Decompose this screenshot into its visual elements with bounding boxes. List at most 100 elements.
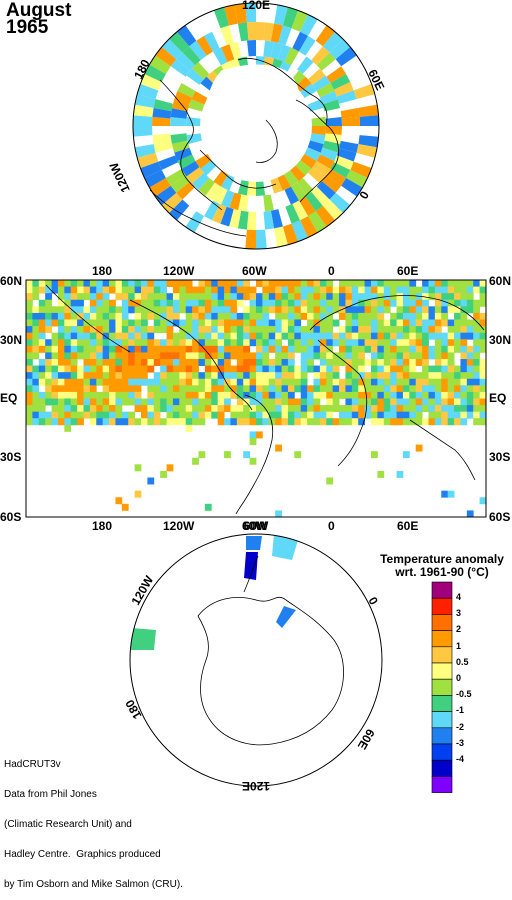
anomaly-cell [147,299,155,307]
anomaly-cell [326,319,334,327]
anomaly-cell [473,359,481,366]
anomaly-cell [383,385,391,393]
anomaly-cell [287,391,295,399]
anomaly-cell [316,83,335,98]
anomaly-cell [57,299,65,307]
anomaly-cell [275,299,282,307]
anomaly-cell [345,286,353,294]
anomaly-cell [243,280,251,287]
left-lat-60n: 60N [0,274,23,288]
anomaly-cell [236,372,244,380]
anomaly-cell [247,40,256,57]
anomaly-cell [172,359,180,366]
anomaly-cell [64,365,72,373]
anomaly-cell [141,306,148,314]
anomaly-cell [109,319,116,327]
anomaly-cell [364,299,372,307]
anomaly-cell [192,299,199,307]
anomaly-cell [479,280,486,287]
anomaly-cell [198,286,206,294]
anomaly-cell [102,286,110,294]
anomaly-cell [454,398,461,406]
anomaly-cell [192,398,199,406]
anomaly-cell [479,497,486,505]
anomaly-cell [396,339,404,347]
anomaly-cell [345,418,353,426]
anomaly-cell [358,280,366,287]
anomaly-cell [205,182,221,201]
anomaly-cell [57,326,65,334]
anomaly-cell [441,490,449,498]
anomaly-cell [396,299,404,307]
anomaly-cell [460,332,468,340]
anomaly-cell [166,385,174,393]
anomaly-cell [441,405,449,413]
anomaly-cell [246,536,262,550]
anomaly-cell [281,299,289,307]
anomaly-cell [402,299,410,307]
anomaly-cell [326,286,334,294]
anomaly-cell [326,385,334,393]
anomaly-cell [213,186,228,205]
anomaly-cell [351,385,359,393]
anomaly-cell [211,378,219,386]
anomaly-cell [70,345,78,353]
anomaly-cell [236,405,244,413]
anomaly-cell [422,352,429,360]
anomaly-cell [313,365,321,373]
anomaly-cell [287,339,295,347]
anomaly-cell [121,411,129,419]
anomaly-cell [326,326,334,334]
anomaly-cell [172,286,180,294]
anomaly-cell [415,319,423,327]
anomaly-cell [307,280,314,287]
anomaly-cell [350,161,373,179]
top-lon-0: 0 [328,264,335,278]
anomaly-cell [249,352,257,360]
anomaly-cell [409,411,417,419]
anomaly-cell [166,312,174,320]
anomaly-cell [282,223,299,246]
anomaly-cell [422,359,429,366]
anomaly-cell [358,345,366,353]
anomaly-cell [434,293,442,301]
anomaly-cell [390,372,397,380]
anomaly-cell [165,169,186,186]
anomaly-cell [83,319,91,327]
anomaly-cell [64,299,72,307]
anomaly-cell [220,206,234,227]
anomaly-cell [133,115,153,126]
top-lon-180: 180 [92,264,113,278]
anomaly-cell [204,398,212,406]
anomaly-cell [147,352,155,360]
anomaly-cell [57,418,65,426]
anomaly-cell [341,116,360,126]
anomaly-cell [147,477,155,485]
anomaly-cell [339,359,346,366]
anomaly-cell [96,378,104,386]
anomaly-cell [141,280,148,287]
anomaly-cell [313,280,321,287]
anomaly-cell [198,326,206,334]
anomaly-cell [211,352,219,360]
anomaly-cell [256,352,263,360]
anomaly-cell [70,326,78,334]
anomaly-cell [153,299,161,307]
anomaly-cell [315,24,336,47]
anomaly-cell [64,332,72,340]
anomaly-cell [287,345,295,353]
anomaly-cell [402,391,410,399]
anomaly-cell [64,385,72,393]
anomaly-cell [262,306,270,314]
anomaly-cell [115,319,123,327]
anomaly-cell [192,286,199,294]
anomaly-cell [26,339,33,347]
anomaly-cell [295,76,312,92]
anomaly-cell [185,359,193,366]
anomaly-cell [434,332,442,340]
anomaly-cell [38,280,46,287]
anomaly-cell [172,339,180,347]
legend-label: -2 [456,721,465,732]
anomaly-cell [26,418,33,426]
anomaly-cell [422,339,429,347]
